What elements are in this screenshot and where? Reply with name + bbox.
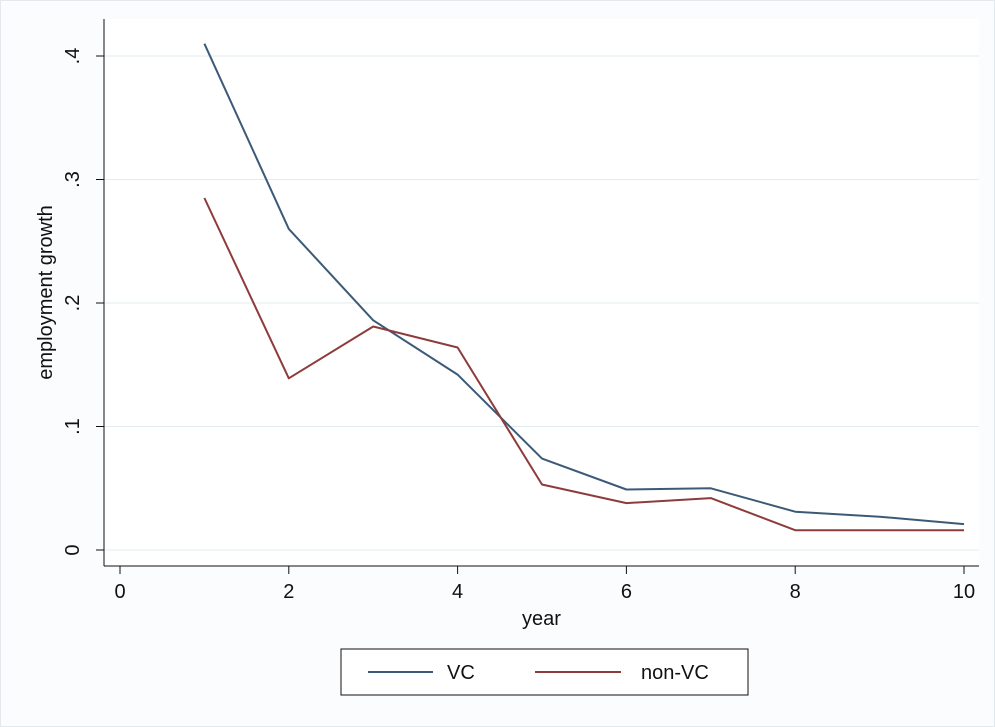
axes: 0 .1 .2 .3 .4 0 2 4 6 8 10: [62, 19, 979, 603]
y-tick-label-4: .4: [62, 48, 84, 65]
y-tick-label-3: .3: [62, 171, 84, 188]
y-tick-label-0: 0: [62, 544, 84, 555]
series-line-vc: [203, 43, 965, 526]
x-tick-label-5: 10: [953, 581, 975, 603]
legend-label-non-vc: non-VC: [641, 662, 709, 684]
series-lines: [203, 43, 965, 532]
y-tick-label-2: .2: [62, 295, 84, 312]
plot-area: [104, 19, 979, 566]
series-line-non-vc: [203, 197, 964, 532]
legend: VC non-VC: [340, 648, 749, 696]
legend-label-vc: VC: [447, 662, 475, 684]
x-tick-label-0: 0: [114, 581, 125, 603]
y-axis-title: employment growth: [35, 205, 57, 380]
gridlines: [104, 19, 979, 566]
x-axis-title: year: [522, 608, 561, 630]
x-tick-label-1: 2: [283, 581, 294, 603]
x-tick-label-2: 4: [452, 581, 463, 603]
x-tick-label-4: 8: [790, 581, 801, 603]
x-tick-label-3: 6: [621, 581, 632, 603]
y-tick-label-1: .1: [62, 418, 84, 435]
